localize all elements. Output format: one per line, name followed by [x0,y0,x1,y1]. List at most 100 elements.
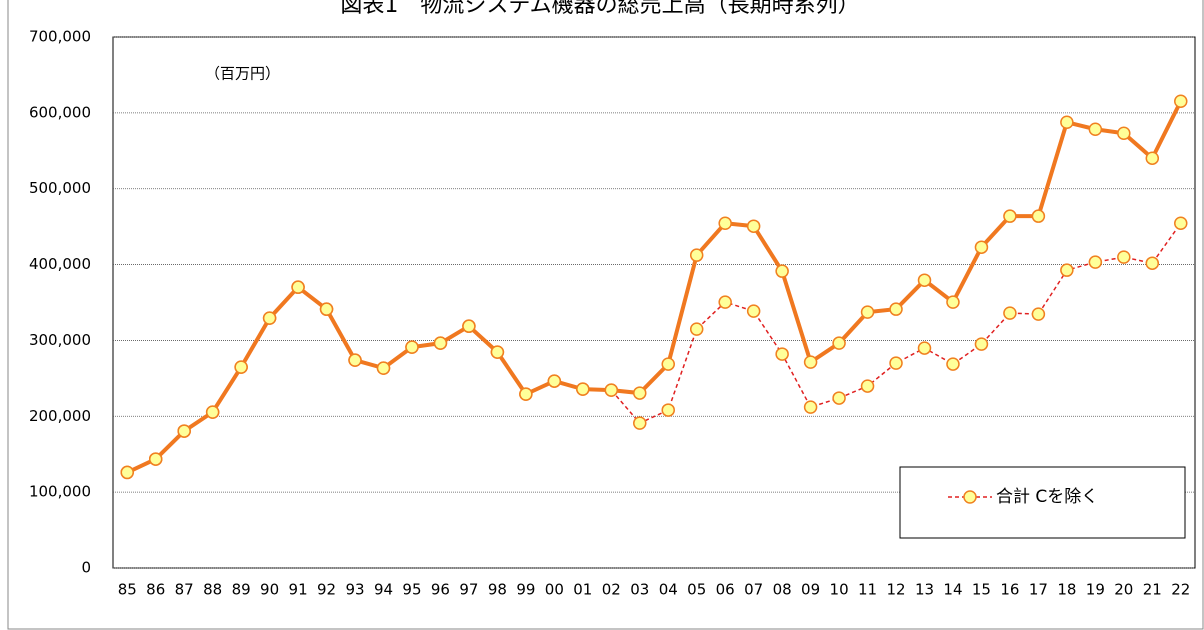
x-tick-label: 17 [1029,581,1048,599]
data-point [1060,263,1074,277]
x-tick-label: 86 [146,581,165,599]
data-point [974,240,989,254]
x-tick-label: 03 [630,581,649,599]
x-tick-label: 08 [773,581,792,599]
x-tick-label: 96 [431,581,450,599]
data-point [1060,115,1074,130]
data-point [917,273,932,287]
data-point [1174,216,1188,230]
x-tick-label: 13 [915,581,934,599]
x-tick-label: 09 [801,581,820,599]
x-tick-label: 94 [374,581,393,599]
x-tick-label: 20 [1114,581,1133,599]
data-point [1088,122,1103,136]
data-point [576,382,590,396]
x-tick-label: 89 [232,581,251,599]
data-point [974,337,989,351]
x-tick-label: 98 [488,581,507,599]
x-tick-label: 07 [744,581,763,599]
data-point [689,322,704,336]
y-tick-label: 200,000 [29,407,91,425]
data-point [405,340,419,354]
x-tick-label: 91 [289,581,308,599]
data-point [889,302,903,316]
y-tick-label: 100,000 [29,483,91,501]
legend-marker [963,490,977,504]
series-line [126,222,1182,474]
x-tick-label: 00 [545,581,564,599]
data-point [519,387,533,401]
x-tick-label: 10 [830,581,849,599]
data-point [860,379,875,393]
x-tick-label: 04 [659,581,678,599]
data-point [946,295,960,309]
data-point [1145,256,1160,270]
data-point [1117,250,1131,264]
data-point [262,311,277,325]
x-tick-label: 97 [459,581,478,599]
x-tick-label: 19 [1086,581,1105,599]
data-point [661,357,675,371]
data-point [1031,209,1046,223]
data-point [234,360,248,374]
legend-box [899,466,1186,539]
data-point [1145,151,1160,165]
data-point [689,248,704,262]
data-point [1003,209,1017,223]
y-tick-label: 700,000 [29,28,91,46]
data-point [1003,306,1017,320]
legend-label: 合計 Cを除く [996,487,1098,507]
data-point [889,356,903,370]
y-tick-label: 400,000 [29,255,91,273]
chart-frame [7,0,1204,630]
data-point [633,416,647,430]
chart-title: 図表1 物流システム機器の総売上高（長期時系列） [340,0,859,18]
x-tick-label: 93 [345,581,364,599]
data-point [120,465,134,480]
y-tick-label: 300,000 [29,331,91,349]
data-point [832,336,846,350]
x-tick-label: 01 [573,581,592,599]
data-point [746,219,761,233]
data-point [433,336,448,350]
data-point [661,403,675,417]
data-point [775,347,789,361]
x-tick-label: 11 [858,581,877,599]
x-tick-label: 02 [602,581,621,599]
data-point [177,424,191,438]
data-point [490,345,505,359]
data-point [1031,307,1046,321]
x-tick-label: 22 [1171,581,1190,599]
data-point [547,374,562,388]
x-tick-label: 06 [716,581,735,599]
data-point [1117,126,1131,141]
x-tick-label: 15 [972,581,991,599]
data-point [946,357,960,371]
x-tick-label: 90 [260,581,279,599]
data-point [1174,94,1188,109]
data-point [775,264,789,278]
data-point [832,391,846,405]
y-tick-label: 0 [81,559,91,577]
data-point [348,353,362,367]
data-point [803,355,818,369]
data-point [205,405,220,419]
x-tick-label: 85 [118,581,137,599]
data-point [319,302,334,316]
x-tick-label: 99 [516,581,535,599]
x-tick-label: 18 [1057,581,1076,599]
x-tick-label: 16 [1000,581,1019,599]
x-tick-label: 95 [402,581,421,599]
y-tick-label: 600,000 [29,103,91,121]
data-point [860,305,875,319]
data-point [718,295,732,309]
data-point [604,383,619,397]
x-tick-label: 14 [943,581,962,599]
x-tick-label: 05 [687,581,706,599]
x-tick-label: 92 [317,581,336,599]
data-point [376,361,391,375]
x-tick-label: 12 [886,581,905,599]
data-point [462,319,476,333]
data-point [917,341,932,355]
